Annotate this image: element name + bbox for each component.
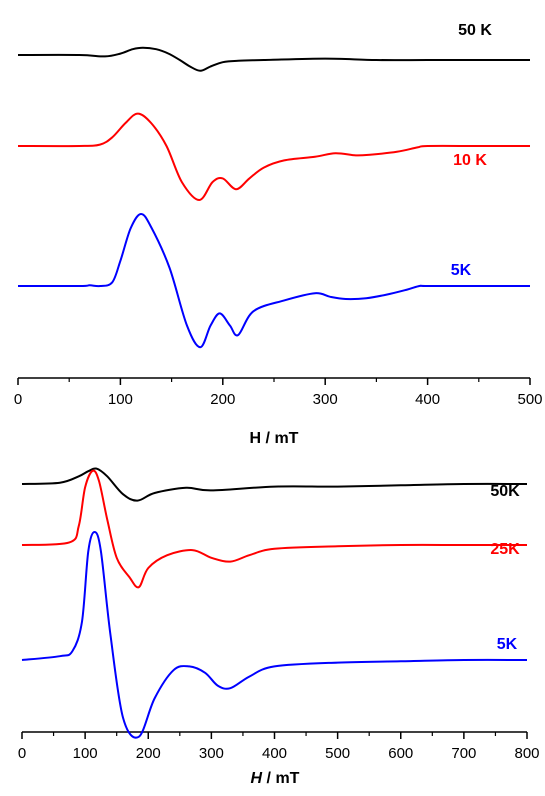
- series-label-50K: 50 K: [458, 22, 492, 39]
- x-axis-title-top: H / mT: [250, 430, 299, 447]
- series-label-5K-bottom: 5K: [497, 636, 518, 653]
- x-tick-label: 100: [73, 745, 98, 762]
- x-tick-label: 100: [108, 391, 133, 408]
- x-axis-title-unit: / mT: [262, 770, 300, 787]
- x-tick-label: 300: [313, 391, 338, 408]
- series-line-5K: [21, 531, 528, 739]
- x-tick-label: 400: [415, 391, 440, 408]
- series-label-25K-bottom: 25K: [490, 541, 520, 558]
- series-line-50K: [21, 467, 528, 502]
- panel-bottom: 0 100 200 300 400 500 600 700 800 50K 25K 5K H /…: [18, 467, 540, 787]
- x-tick-label: 500: [517, 391, 542, 408]
- x-tick-label: 0: [14, 391, 22, 408]
- series-line-25K: [21, 469, 527, 589]
- series-line-5K: [17, 213, 530, 349]
- x-tick-label: 400: [262, 745, 287, 762]
- x-tick-label: 800: [514, 745, 539, 762]
- x-ticks-top: 0 100 200 300 400 500: [14, 378, 543, 408]
- series-label-5K: 5K: [451, 262, 472, 279]
- series-label-10K: 10 K: [453, 152, 487, 169]
- panel-top: 0 100 200 300 400 500 50 K 10 K 5K H / mT: [14, 22, 543, 447]
- curves-top: [17, 46, 530, 349]
- x-tick-label: 300: [199, 745, 224, 762]
- x-axis-title-bottom: H / mT: [251, 770, 300, 787]
- curves-bottom: [21, 467, 528, 739]
- x-ticks-bottom: 0 100 200 300 400 500 600 700 800: [18, 732, 540, 762]
- series-label-50K-bottom: 50K: [490, 483, 520, 500]
- series-line-10K: [17, 112, 530, 201]
- x-tick-label: 200: [136, 745, 161, 762]
- x-tick-label: 700: [451, 745, 476, 762]
- x-tick-label: 500: [325, 745, 350, 762]
- x-tick-label: 0: [18, 745, 26, 762]
- x-tick-label: 200: [210, 391, 235, 408]
- series-line-50K: [17, 46, 530, 72]
- x-axis-title-italic: H: [251, 770, 263, 787]
- x-tick-label: 600: [388, 745, 413, 762]
